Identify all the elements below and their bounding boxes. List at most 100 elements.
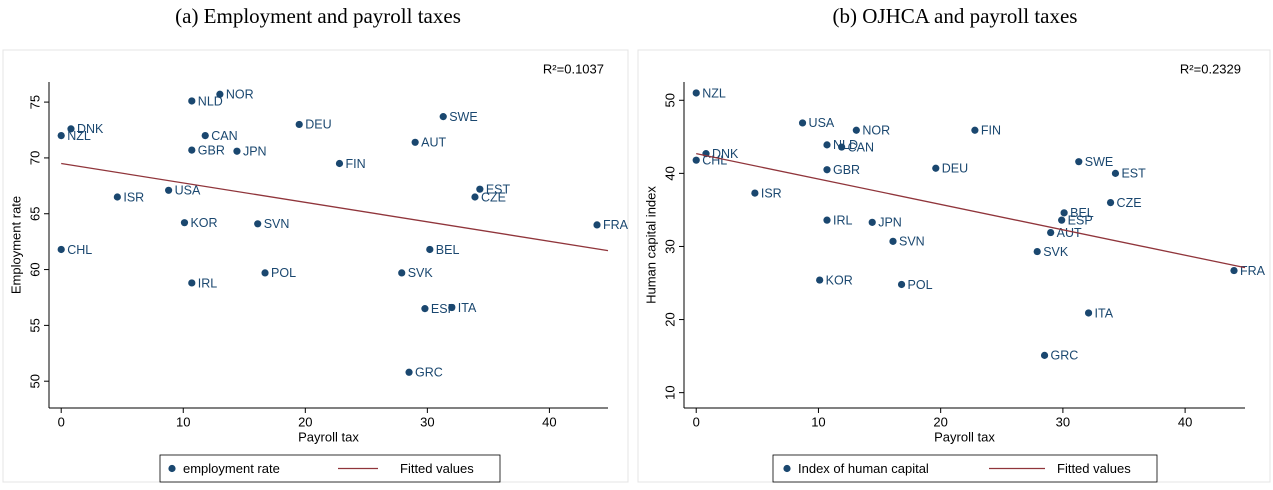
point-label: SVN (899, 235, 925, 249)
y-axis-label: Employment rate (8, 196, 23, 294)
point (439, 113, 447, 121)
y-tick-label: 60 (27, 262, 42, 276)
point-label: KOR (826, 273, 853, 287)
point (971, 126, 979, 134)
point (57, 245, 65, 254)
y-tick-label: 10 (662, 385, 677, 399)
point (798, 119, 807, 127)
point (1084, 309, 1093, 317)
point-label: DNK (77, 122, 104, 136)
point (852, 126, 860, 134)
point-label: GRC (1051, 349, 1079, 363)
point (823, 216, 831, 224)
y-tick-label: 75 (27, 95, 42, 109)
point-label: CHL (702, 154, 727, 168)
y-tick-label: 30 (662, 239, 677, 253)
fitted-line (696, 152, 1246, 269)
point-label: SWE (449, 110, 477, 124)
y-tick-label: 65 (27, 207, 42, 221)
point-label: ISR (123, 190, 144, 204)
panel-frame (637, 49, 1271, 483)
fitted-line (61, 162, 609, 252)
point (838, 143, 846, 151)
x-tick-label: 20 (933, 414, 947, 429)
point-label: EST (486, 182, 511, 196)
point (1075, 158, 1083, 166)
y-tick-label: 70 (27, 151, 42, 165)
point (868, 218, 876, 226)
x-tick-label: 0 (693, 414, 700, 429)
point (405, 368, 413, 376)
point (897, 280, 906, 289)
point (335, 159, 344, 168)
point-label: CAN (211, 129, 237, 143)
point (411, 138, 419, 146)
point-label: FRA (1240, 264, 1266, 278)
point-label: FIN (345, 157, 365, 171)
point-label: SVK (408, 266, 434, 280)
panel: 10 20 30 40 50 0 10 20 30 40 Payroll tax Human capi… (637, 49, 1271, 483)
point-label: DEU (305, 118, 331, 132)
point (889, 237, 897, 245)
legend-label: Fitted values (1057, 461, 1131, 476)
point (1106, 199, 1115, 207)
point (254, 220, 262, 228)
point (180, 219, 189, 227)
legend-marker (168, 464, 176, 473)
point-label: KOR (190, 216, 217, 230)
point-label: CZE (1117, 196, 1142, 210)
point (932, 164, 940, 172)
point-label: GBR (198, 143, 225, 157)
legend-label: Index of human capital (798, 461, 929, 476)
point (188, 279, 196, 287)
point-label: ESP (1068, 213, 1093, 227)
point (692, 89, 700, 97)
x-tick-label: 40 (1178, 414, 1192, 429)
point-label: NZL (67, 129, 91, 143)
point (113, 193, 121, 201)
point (1060, 209, 1068, 217)
chart-title: (a) Employment and payroll taxes (175, 4, 461, 28)
legend-label: Fitted values (400, 461, 474, 476)
point (216, 90, 224, 98)
point-label: IRL (198, 276, 218, 290)
point-label: CHL (67, 243, 92, 257)
point-label: SVN (264, 217, 290, 231)
legend-marker (783, 464, 791, 473)
point (398, 269, 406, 277)
point (1111, 169, 1120, 177)
x-tick-label: 0 (58, 414, 65, 429)
point (1047, 228, 1055, 237)
x-axis-label: Payroll tax (298, 429, 359, 444)
point (751, 189, 759, 197)
legend-box (159, 454, 501, 483)
point (261, 269, 269, 277)
point-label: JPN (243, 145, 267, 159)
annotation: R²=0.1037 (543, 61, 604, 76)
point (692, 156, 700, 164)
point (448, 303, 456, 312)
annotation: R²=0.2329 (1180, 61, 1241, 76)
x-tick-label: 20 (298, 414, 312, 429)
point-label: FRA (603, 218, 629, 232)
point (471, 193, 479, 201)
point-label: EST (1121, 167, 1146, 181)
panel-frame (2, 49, 629, 483)
point-label: SWE (1085, 155, 1113, 169)
x-axis-label: Payroll tax (934, 429, 995, 444)
point-label: BEL (436, 243, 460, 257)
point-label: NZL (702, 86, 726, 100)
point (1040, 351, 1049, 359)
point (67, 125, 75, 133)
point (476, 185, 484, 193)
point-label: ITA (1095, 306, 1114, 320)
x-tick-label: 30 (1056, 414, 1070, 429)
x-tick-label: 40 (542, 414, 556, 429)
point (421, 305, 429, 313)
point-label: DEU (942, 162, 968, 176)
y-tick-label: 50 (662, 93, 677, 107)
y-axis-label: Human capital index (643, 186, 658, 304)
point (816, 276, 824, 284)
point (1230, 266, 1238, 275)
